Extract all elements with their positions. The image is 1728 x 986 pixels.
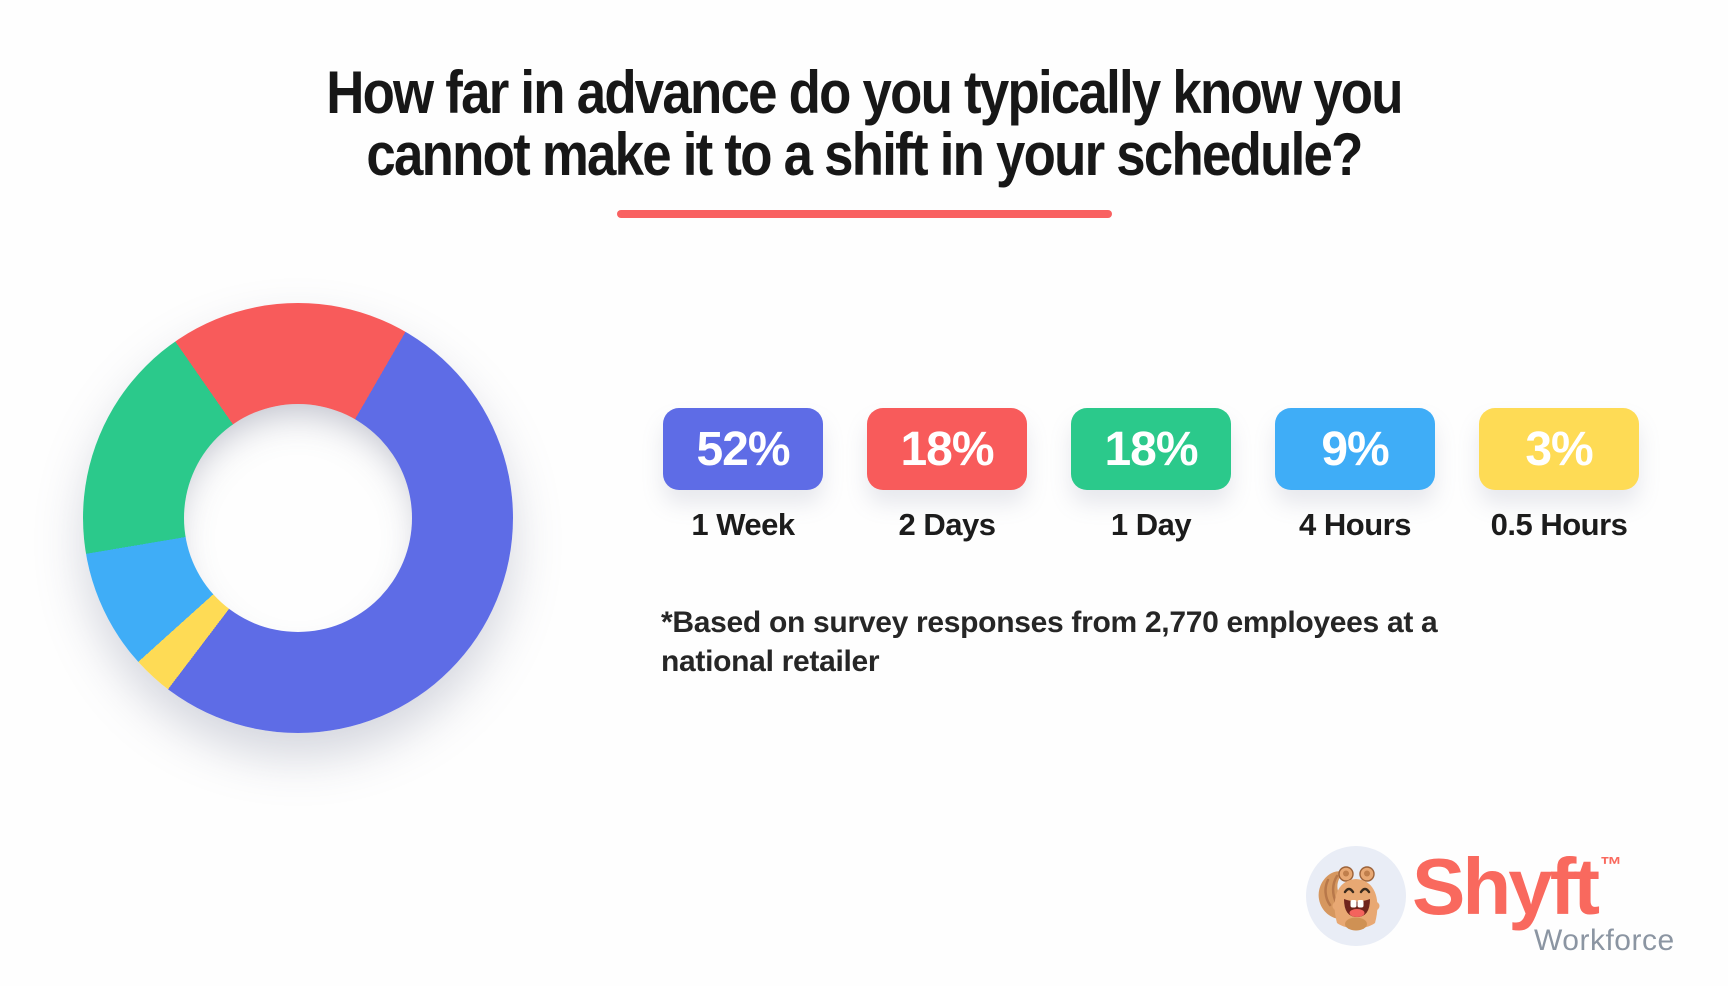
- legend-item-05-hours: 3% 0.5 Hours: [1479, 408, 1639, 543]
- donut-hole: [184, 404, 412, 632]
- value-badge-1-week: 52%: [663, 408, 823, 490]
- footnote-line-2: national retailer: [661, 645, 880, 678]
- donut-chart: [83, 303, 513, 733]
- title-underline: [617, 210, 1112, 218]
- footnote: *Based on survey responses from 2,770 em…: [661, 603, 1438, 681]
- badge-value: 18%: [1104, 422, 1198, 476]
- badge-value: 52%: [696, 422, 790, 476]
- legend-label-1-week: 1 Week: [691, 507, 795, 542]
- trademark-symbol: ™: [1600, 852, 1622, 877]
- brand-subtitle: Workforce: [1534, 924, 1675, 957]
- legend-label-2-days: 2 Days: [898, 507, 996, 542]
- page-title: How far in advance do you typically know…: [104, 62, 1625, 186]
- badge-value: 18%: [900, 422, 994, 476]
- legend-item-1-day: 18% 1 Day: [1071, 408, 1231, 543]
- value-badge-1-day: 18%: [1071, 408, 1231, 490]
- legend-label-1-day: 1 Day: [1110, 507, 1192, 542]
- value-badge-05-hours: 3%: [1479, 408, 1639, 490]
- legend-label-4-hours: 4 Hours: [1299, 507, 1411, 542]
- page-title-line-1: How far in advance do you typically know…: [326, 59, 1403, 126]
- legend-item-4-hours: 9% 4 Hours: [1275, 408, 1435, 543]
- badge-value: 3%: [1525, 422, 1593, 476]
- legend-item-1-week: 52% 1 Week: [663, 408, 823, 543]
- brand-name-row: Shyft ™: [1412, 847, 1622, 947]
- squirrel-mascot-icon: [1306, 846, 1406, 946]
- shyft-logo: Shyft ™ Workforce: [1306, 843, 1728, 973]
- value-badge-4-hours: 9%: [1275, 408, 1435, 490]
- brand-name: Shyft: [1412, 842, 1600, 931]
- legend: 52% 1 Week 18% 2 Days 18% 1 Day 9% 4 Hou…: [663, 408, 1639, 543]
- footnote-line-1: *Based on survey responses from 2,770 em…: [661, 606, 1438, 639]
- legend-label-05-hours: 0.5 Hours: [1490, 507, 1628, 542]
- page-title-line-2: cannot make it to a shift in your schedu…: [366, 121, 1363, 188]
- badge-value: 9%: [1321, 422, 1389, 476]
- value-badge-2-days: 18%: [867, 408, 1027, 490]
- legend-item-2-days: 18% 2 Days: [867, 408, 1027, 543]
